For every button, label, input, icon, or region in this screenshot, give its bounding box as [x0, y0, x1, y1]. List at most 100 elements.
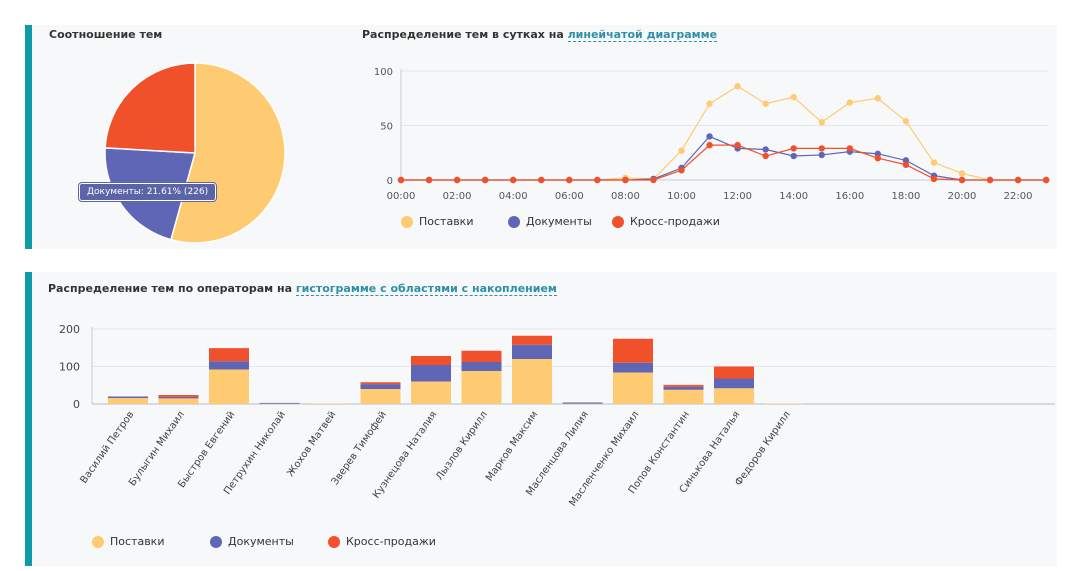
bar-segment-cross — [209, 348, 249, 362]
line-point-documents — [818, 151, 825, 159]
bar-segment-documents — [461, 362, 502, 371]
bar-segment-documents — [259, 402, 300, 404]
line-point-cross — [594, 176, 601, 184]
bar-segment-documents — [714, 378, 754, 389]
line-x-tick-label: 22:00 — [1004, 191, 1033, 202]
bar-segment-cross — [461, 350, 502, 362]
line-x-tick-label: 04:00 — [499, 191, 528, 202]
bar-segment-cross — [714, 366, 754, 379]
line-point-cross — [930, 175, 938, 183]
line-point-cross — [874, 155, 882, 162]
line-point-supplies — [734, 83, 741, 90]
line-x-tick-label: 14:00 — [779, 191, 808, 202]
bar-legend-documents[interactable]: Документы — [210, 535, 294, 548]
bar-legend-supplies[interactable]: Поставки — [92, 535, 164, 548]
line-series-documents — [401, 135, 1047, 181]
bar-y-tick-label: 200 — [59, 323, 80, 336]
line-legend-supplies[interactable]: Поставки — [401, 215, 473, 228]
cross-legend-dot — [612, 215, 624, 228]
line-legend-cross-label: Кросс-продажи — [630, 215, 720, 228]
bar-category-label: Жохов Матвей — [285, 409, 338, 478]
bar-segment-supplies — [360, 389, 401, 404]
line-point-cross — [846, 145, 853, 152]
bar-segment-cross — [411, 356, 451, 365]
bar-segment-documents — [512, 344, 552, 359]
line-legend-cross[interactable]: Кросс-продажи — [612, 215, 720, 228]
top-accent-bar — [25, 25, 32, 249]
line-y-tick-label: 50 — [380, 122, 393, 133]
bar-chart-type-link[interactable]: гистограмме с областями с накоплением — [295, 282, 557, 296]
supplies-legend-dot — [92, 535, 104, 548]
bar-segment-supplies — [158, 398, 199, 404]
bar-segment-documents — [613, 362, 653, 373]
line-point-supplies — [706, 100, 713, 107]
supplies-legend-dot — [401, 215, 413, 228]
documents-legend-dot — [508, 215, 520, 228]
bar-segment-documents — [360, 384, 401, 389]
bar-category-label: Зверев Тимофей — [330, 409, 389, 487]
line-chart-type-link[interactable]: линейчатой диаграмме — [567, 28, 718, 42]
line-point-documents — [790, 152, 797, 160]
bar-segment-supplies — [714, 388, 754, 404]
bar-category-label: Василий Петров — [78, 409, 136, 485]
line-x-tick-label: 08:00 — [611, 191, 640, 202]
cross-legend-dot — [328, 535, 340, 548]
bar-segment-documents — [209, 361, 249, 370]
line-point-cross — [510, 176, 517, 184]
line-legend-documents[interactable]: Документы — [508, 215, 592, 228]
bar-chart-title: Распределение тем по операторам на гисто… — [48, 282, 557, 296]
line-chart-title: Распределение тем в сутках на линейчатой… — [362, 28, 718, 42]
line-point-cross — [762, 152, 769, 160]
bar-segment-documents — [158, 396, 199, 399]
bar-y-tick-label: 100 — [59, 361, 80, 374]
line-point-supplies — [790, 93, 797, 101]
bar-segment-cross — [512, 335, 552, 345]
pie-slice-cross — [104, 62, 196, 154]
bottom-panel — [32, 272, 1057, 566]
line-point-supplies — [678, 147, 685, 154]
line-point-cross — [678, 166, 685, 174]
line-x-tick-label: 00:00 — [387, 191, 416, 202]
bar-category-label: Булыгин Михаил — [127, 409, 187, 488]
bar-segment-documents — [411, 365, 451, 382]
line-point-cross — [1042, 176, 1050, 184]
pie-chart — [104, 62, 286, 244]
line-point-supplies — [846, 99, 853, 106]
line-x-tick-label: 10:00 — [667, 191, 696, 202]
bar-chart-title-prefix: Распределение тем по операторам на — [48, 282, 293, 295]
line-chart: 0 50 100 00:00 02:00 04:00 06:00 08:00 10:00 12:0… — [374, 67, 1050, 202]
line-point-supplies — [958, 170, 966, 177]
line-series-cross — [401, 144, 1047, 181]
line-point-cross — [425, 176, 433, 184]
line-point-cross — [958, 176, 966, 184]
line-point-supplies — [762, 100, 769, 107]
bottom-accent-bar — [25, 272, 32, 566]
line-y-tick-label: 100 — [374, 67, 393, 78]
bar-legend-cross[interactable]: Кросс-продажи — [328, 535, 436, 548]
bar-category-label: Быстров Евгений — [176, 409, 237, 490]
bar-segment-supplies — [512, 359, 552, 404]
line-point-cross — [481, 176, 489, 184]
line-point-cross — [650, 176, 657, 184]
bar-segment-supplies — [209, 369, 249, 404]
line-x-tick-label: 02:00 — [443, 191, 472, 202]
bar-segment-cross — [360, 382, 401, 385]
line-point-supplies — [902, 117, 910, 125]
line-point-cross — [706, 141, 713, 149]
line-point-supplies — [930, 159, 938, 166]
bar-segment-documents — [562, 402, 603, 404]
bar-segment-cross — [663, 384, 704, 387]
line-point-cross — [734, 141, 741, 149]
line-point-supplies — [874, 95, 882, 102]
line-point-cross — [453, 176, 461, 184]
bar-legend-cross-label: Кросс-продажи — [346, 535, 436, 548]
bar-segment-supplies — [108, 398, 148, 404]
bar-segment-supplies — [411, 381, 451, 404]
bar-y-tick-label: 0 — [73, 398, 80, 411]
bar-segment-supplies — [613, 372, 653, 404]
line-point-cross — [1014, 176, 1022, 184]
pie-title: Соотношение тем — [49, 28, 163, 41]
documents-legend-dot — [210, 535, 222, 548]
line-point-cross — [790, 145, 797, 152]
